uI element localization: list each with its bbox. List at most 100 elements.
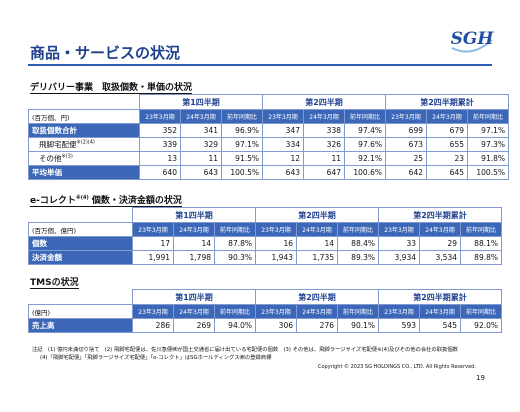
cell: 11 (303, 151, 345, 166)
cell: 89.3% (337, 250, 379, 265)
cell: 11 (180, 151, 222, 166)
cell: 640 (139, 165, 181, 180)
cell: 17 (132, 236, 174, 251)
column-header: 23年3月期 (132, 304, 174, 319)
data-row: 取扱個数合計 352 341 96.9% 347 338 97.4% 699 679 97.1% (28, 123, 509, 138)
cell: 1,943 (255, 250, 297, 265)
cell: 347 (262, 123, 304, 138)
cell: 352 (139, 123, 181, 138)
cell: 90.3% (214, 250, 256, 265)
unit-label: (百万個、億円) (28, 222, 133, 237)
column-header: 23年3月期 (139, 109, 181, 124)
cell: 16 (255, 236, 297, 251)
column-header: 24年3月期 (173, 304, 215, 319)
group-header: 第1四半期 (132, 207, 256, 223)
cell: 14 (173, 236, 215, 251)
section-heading: デリバリー事業 取扱個数・単価の状況 (30, 80, 193, 94)
data-table: 第1四半期 第2四半期 第2四半期累計 (億円) 23年3月期 24年3月期 前年同期比 23… (28, 289, 502, 333)
cell: 3,534 (419, 250, 461, 265)
cell: 91.8% (467, 151, 509, 166)
cell: 1,735 (296, 250, 338, 265)
cell: 326 (303, 137, 345, 152)
column-header: 前年同期比 (344, 109, 386, 124)
logo-swoosh (451, 39, 493, 53)
group-header: 第2四半期累計 (385, 94, 509, 110)
column-header: 前年同期比 (221, 109, 263, 124)
column-header: 23年3月期 (262, 109, 304, 124)
cell: 699 (385, 123, 427, 138)
heading-sup: ※(4) (75, 195, 89, 201)
cell: 647 (303, 165, 345, 180)
row-label: 個数 (28, 236, 133, 251)
cell: 645 (426, 165, 468, 180)
cell: 87.8% (214, 236, 256, 251)
cell: 92.0% (460, 318, 502, 333)
column-header: 24年3月期 (180, 109, 222, 124)
cell: 1,798 (173, 250, 215, 265)
cell: 339 (139, 137, 181, 152)
unit-label: (百万個、円) (28, 109, 140, 124)
group-row: 第1四半期 第2四半期 第2四半期累計 (28, 289, 502, 305)
copyright: Copyright © 2023 SG HOLDINGS CO., LTD. A… (318, 364, 476, 370)
cell: 88.1% (460, 236, 502, 251)
column-header: 23年3月期 (255, 222, 297, 237)
cell: 97.1% (221, 137, 263, 152)
slide-title: 商品・サービスの状況 (30, 44, 181, 62)
corner-cell (28, 94, 140, 110)
cell: 341 (180, 123, 222, 138)
cell: 29 (419, 236, 461, 251)
cell: 23 (426, 151, 468, 166)
title-rule (28, 64, 492, 66)
cell: 655 (426, 137, 468, 152)
section-heading: TMSの状況 (30, 275, 79, 289)
cell: 100.5% (221, 165, 263, 180)
cell: 642 (385, 165, 427, 180)
corner-cell (28, 289, 133, 305)
column-header: 23年3月期 (255, 304, 297, 319)
group-header: 第2四半期 (255, 207, 379, 223)
cell: 97.3% (467, 137, 509, 152)
row-label: 平均単価 (28, 165, 140, 180)
group-row: 第1四半期 第2四半期 第2四半期累計 (28, 94, 509, 110)
unit-label: (億円) (28, 304, 133, 319)
cell: 673 (385, 137, 427, 152)
cell: 679 (426, 123, 468, 138)
row-label-text: 個数 (32, 239, 47, 248)
cell: 13 (139, 151, 181, 166)
row-label-text: 取扱個数合計 (32, 126, 77, 135)
column-header: 前年同期比 (460, 222, 502, 237)
cell: 25 (385, 151, 427, 166)
cell: 593 (378, 318, 420, 333)
cell: 1,991 (132, 250, 174, 265)
cell: 92.1% (344, 151, 386, 166)
heading-text: e-コレクト (30, 196, 76, 206)
cell: 12 (262, 151, 304, 166)
data-row: 平均単価 640 643 100.5% 643 647 100.6% 642 645 100.5% (28, 165, 509, 180)
row-label-text: 平均単価 (32, 168, 62, 177)
group-row: 第1四半期 第2四半期 第2四半期累計 (28, 207, 502, 223)
cell: 91.5% (221, 151, 263, 166)
section-heading: e-コレクト※(4) 個数・決済金額の状況 (30, 193, 182, 207)
column-header: 24年3月期 (426, 109, 468, 124)
column-header: 24年3月期 (296, 222, 338, 237)
group-header: 第2四半期累計 (378, 289, 502, 305)
group-header: 第2四半期累計 (378, 207, 502, 223)
row-label-text: その他 (39, 154, 62, 163)
note: (4)「飛脚宅配便」「飛脚ラージサイズ宅配便」「e-コレクト」はSGホールディン… (40, 355, 272, 361)
column-header: 前年同期比 (214, 304, 256, 319)
heading-text: デリバリー事業 取扱個数・単価の状況 (30, 83, 193, 93)
data-row: 飛脚宅配便※(2)(4) 339 329 97.1% 334 326 97.6% 673 655… (28, 137, 509, 152)
group-header: 第2四半期 (255, 289, 379, 305)
cell: 97.4% (344, 123, 386, 138)
cell: 100.6% (344, 165, 386, 180)
cell: 97.6% (344, 137, 386, 152)
column-header: 24年3月期 (419, 222, 461, 237)
row-label: その他※(3) (28, 151, 140, 166)
page-number: 19 (476, 374, 485, 382)
data-table: 第1四半期 第2四半期 第2四半期累計 (百万個、円) 23年3月期 24年3月期 前年同期… (28, 94, 509, 180)
column-row: (百万個、円) 23年3月期 24年3月期 前年同期比 23年3月期 24年3月期 前年同期… (28, 109, 509, 124)
column-row: (億円) 23年3月期 24年3月期 前年同期比 23年3月期 24年3月期 前年同期比 23… (28, 304, 502, 319)
cell: 94.0% (214, 318, 256, 333)
column-header: 24年3月期 (419, 304, 461, 319)
group-header: 第1四半期 (132, 289, 256, 305)
